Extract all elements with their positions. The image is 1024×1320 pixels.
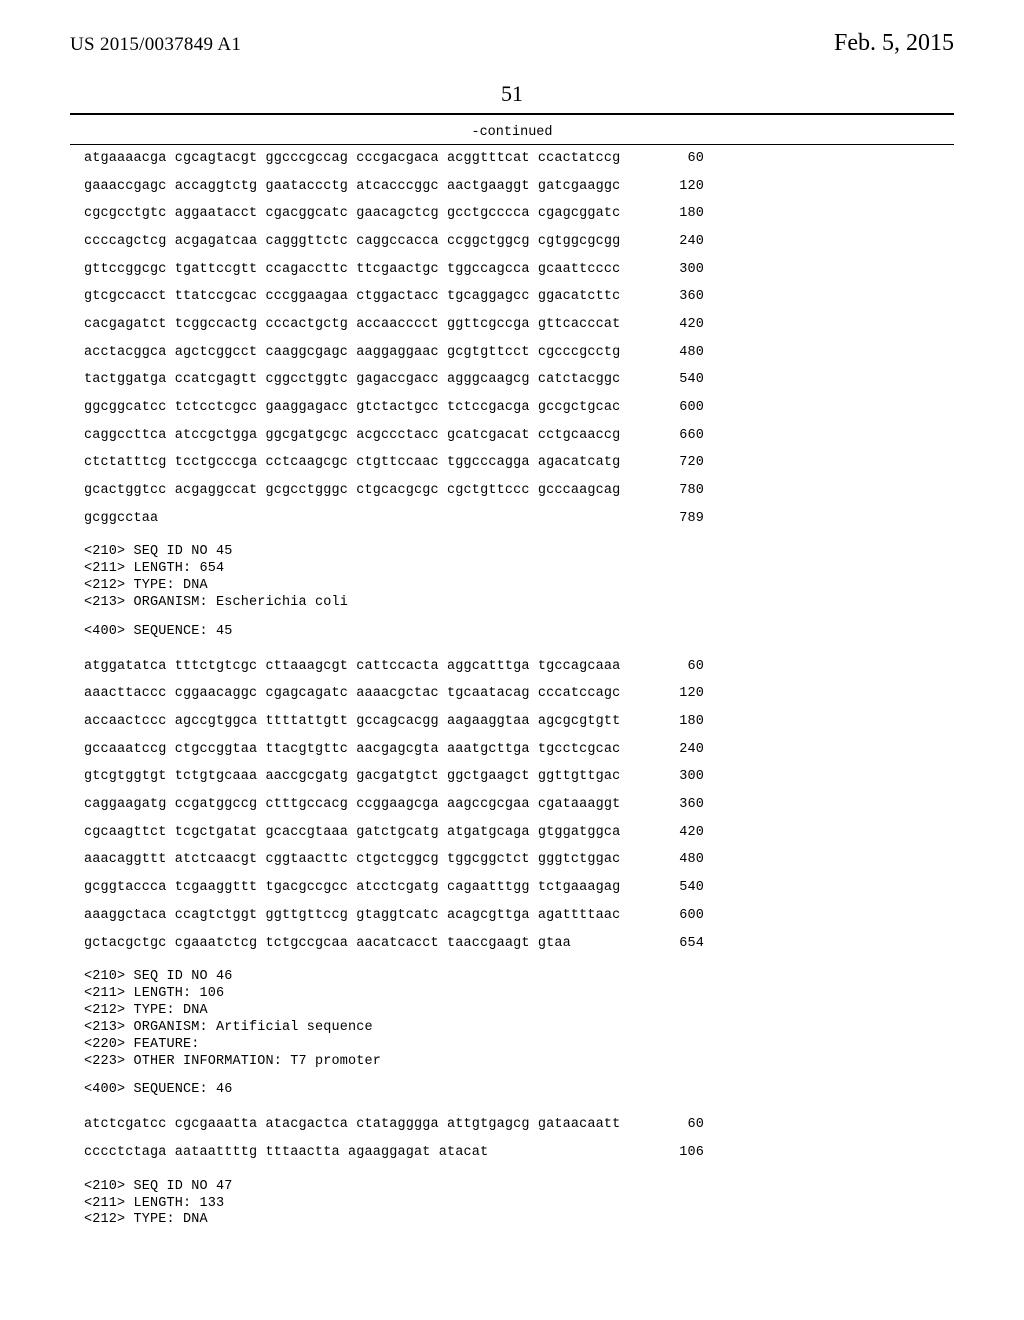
sequence-line: gtcgccacct ttatccgcac cccggaagaa ctggact… — [84, 283, 954, 311]
meta-block-46: <210> SEQ ID NO 46 <211> LENGTH: 106 <21… — [84, 969, 954, 1070]
sequence-position: 780 — [644, 477, 704, 505]
sequence-label-45: <400> SEQUENCE: 45 — [84, 624, 954, 641]
sequence-line: gcggcctaa789 — [84, 505, 954, 533]
sequence-line: gcactggtcc acgaggccat gcgcctgggc ctgcacg… — [84, 477, 954, 505]
sequence-position: 660 — [644, 422, 704, 450]
sequence-position: 720 — [644, 449, 704, 477]
sequence-position: 60 — [644, 1111, 704, 1139]
sequence-line: ccccagctcg acgagatcaa cagggttctc caggcca… — [84, 228, 954, 256]
sequence-text: ccccagctcg acgagatcaa cagggttctc caggcca… — [84, 228, 644, 256]
sequence-text: accaactccc agccgtggca ttttattgtt gccagca… — [84, 708, 644, 736]
sequence-position: 120 — [644, 173, 704, 201]
sequence-line: aaacaggttt atctcaacgt cggtaacttc ctgctcg… — [84, 846, 954, 874]
sequence-line: atgaaaacga cgcagtacgt ggcccgccag cccgacg… — [84, 145, 954, 173]
page: US 2015/0037849 A1 Feb. 5, 2015 51 -cont… — [0, 0, 1024, 1281]
sequence-line: aaacttaccc cggaacaggc cgagcagatc aaaacgc… — [84, 680, 954, 708]
sequence-text: ctctatttcg tcctgcccga cctcaagcgc ctgttcc… — [84, 449, 644, 477]
sequence-position: 600 — [644, 902, 704, 930]
sequence-text: gccaaatccg ctgccggtaa ttacgtgttc aacgagc… — [84, 736, 644, 764]
sequence-block-b: atggatatca tttctgtcgc cttaaagcgt cattcca… — [84, 653, 954, 957]
sequence-line: ctctatttcg tcctgcccga cctcaagcgc ctgttcc… — [84, 449, 954, 477]
sequence-position: 60 — [644, 653, 704, 681]
sequence-position: 600 — [644, 394, 704, 422]
meta-block-47: <210> SEQ ID NO 47 <211> LENGTH: 133 <21… — [84, 1179, 954, 1230]
meta-block-45: <210> SEQ ID NO 45 <211> LENGTH: 654 <21… — [84, 544, 954, 612]
sequence-line: gcggtaccca tcgaaggttt tgacgccgcc atcctcg… — [84, 874, 954, 902]
sequence-text: gttccggcgc tgattccgtt ccagaccttc ttcgaac… — [84, 256, 644, 284]
header-row: US 2015/0037849 A1 Feb. 5, 2015 — [70, 30, 954, 57]
sequence-text: gaaaccgagc accaggtctg gaataccctg atcaccc… — [84, 173, 644, 201]
sequence-text: cgcaagttct tcgctgatat gcaccgtaaa gatctgc… — [84, 819, 644, 847]
sequence-position: 420 — [644, 819, 704, 847]
sequence-text: cacgagatct tcggccactg cccactgctg accaacc… — [84, 311, 644, 339]
continued-label: -continued — [70, 125, 954, 140]
sequence-block-c: atctcgatcc cgcgaaatta atacgactca ctatagg… — [84, 1111, 954, 1166]
sequence-position: 300 — [644, 256, 704, 284]
sequence-text: caggccttca atccgctgga ggcgatgcgc acgccct… — [84, 422, 644, 450]
page-number: 51 — [70, 81, 954, 107]
sequence-text: cccctctaga aataattttg tttaactta agaaggag… — [84, 1139, 644, 1167]
sequence-line: gaaaccgagc accaggtctg gaataccctg atcaccc… — [84, 173, 954, 201]
sequence-line: aaaggctaca ccagtctggt ggttgttccg gtaggtc… — [84, 902, 954, 930]
sequence-line: accaactccc agccgtggca ttttattgtt gccagca… — [84, 708, 954, 736]
sequence-line: gttccggcgc tgattccgtt ccagaccttc ttcgaac… — [84, 256, 954, 284]
sequence-line: cccctctaga aataattttg tttaactta agaaggag… — [84, 1139, 954, 1167]
sequence-label-46: <400> SEQUENCE: 46 — [84, 1082, 954, 1099]
sequence-text: gcactggtcc acgaggccat gcgcctgggc ctgcacg… — [84, 477, 644, 505]
publication-date: Feb. 5, 2015 — [834, 30, 954, 57]
sequence-position: 480 — [644, 846, 704, 874]
sequence-position: 240 — [644, 736, 704, 764]
sequence-line: atggatatca tttctgtcgc cttaaagcgt cattcca… — [84, 653, 954, 681]
sequence-line: gtcgtggtgt tctgtgcaaa aaccgcgatg gacgatg… — [84, 763, 954, 791]
sequence-position: 654 — [644, 930, 704, 958]
sequence-line: tactggatga ccatcgagtt cggcctggtc gagaccg… — [84, 366, 954, 394]
sequence-text: gtcgccacct ttatccgcac cccggaagaa ctggact… — [84, 283, 644, 311]
sequence-text: aaacttaccc cggaacaggc cgagcagatc aaaacgc… — [84, 680, 644, 708]
sequence-text: gctacgctgc cgaaatctcg tctgccgcaa aacatca… — [84, 930, 644, 958]
rule-top — [70, 113, 954, 115]
sequence-position: 180 — [644, 200, 704, 228]
patent-number: US 2015/0037849 A1 — [70, 34, 241, 56]
sequence-text: gtcgtggtgt tctgtgcaaa aaccgcgatg gacgatg… — [84, 763, 644, 791]
sequence-text: atggatatca tttctgtcgc cttaaagcgt cattcca… — [84, 653, 644, 681]
sequence-line: gctacgctgc cgaaatctcg tctgccgcaa aacatca… — [84, 930, 954, 958]
sequence-position: 480 — [644, 339, 704, 367]
sequence-text: aaacaggttt atctcaacgt cggtaacttc ctgctcg… — [84, 846, 644, 874]
sequence-line: atctcgatcc cgcgaaatta atacgactca ctatagg… — [84, 1111, 954, 1139]
sequence-block-a: atgaaaacga cgcagtacgt ggcccgccag cccgacg… — [84, 145, 954, 532]
sequence-text: caggaagatg ccgatggccg ctttgccacg ccggaag… — [84, 791, 644, 819]
sequence-text: tactggatga ccatcgagtt cggcctggtc gagaccg… — [84, 366, 644, 394]
sequence-text: atgaaaacga cgcagtacgt ggcccgccag cccgacg… — [84, 145, 644, 173]
sequence-text: aaaggctaca ccagtctggt ggttgttccg gtaggtc… — [84, 902, 644, 930]
sequence-line: acctacggca agctcggcct caaggcgagc aaggagg… — [84, 339, 954, 367]
sequence-text: cgcgcctgtc aggaatacct cgacggcatc gaacagc… — [84, 200, 644, 228]
sequence-line: cacgagatct tcggccactg cccactgctg accaacc… — [84, 311, 954, 339]
sequence-position: 420 — [644, 311, 704, 339]
sequence-position: 540 — [644, 366, 704, 394]
sequence-position: 120 — [644, 680, 704, 708]
sequence-text: acctacggca agctcggcct caaggcgagc aaggagg… — [84, 339, 644, 367]
sequence-line: gccaaatccg ctgccggtaa ttacgtgttc aacgagc… — [84, 736, 954, 764]
sequence-line: cgcaagttct tcgctgatat gcaccgtaaa gatctgc… — [84, 819, 954, 847]
sequence-position: 360 — [644, 791, 704, 819]
sequence-position: 300 — [644, 763, 704, 791]
sequence-position: 180 — [644, 708, 704, 736]
sequence-line: cgcgcctgtc aggaatacct cgacggcatc gaacagc… — [84, 200, 954, 228]
sequence-position: 540 — [644, 874, 704, 902]
sequence-position: 360 — [644, 283, 704, 311]
sequence-text: atctcgatcc cgcgaaatta atacgactca ctatagg… — [84, 1111, 644, 1139]
sequence-position: 240 — [644, 228, 704, 256]
sequence-line: ggcggcatcc tctcctcgcc gaaggagacc gtctact… — [84, 394, 954, 422]
sequence-text: gcggcctaa — [84, 505, 644, 533]
sequence-text: gcggtaccca tcgaaggttt tgacgccgcc atcctcg… — [84, 874, 644, 902]
sequence-position: 789 — [644, 505, 704, 533]
sequence-text: ggcggcatcc tctcctcgcc gaaggagacc gtctact… — [84, 394, 644, 422]
sequence-line: caggccttca atccgctgga ggcgatgcgc acgccct… — [84, 422, 954, 450]
sequence-position: 60 — [644, 145, 704, 173]
sequence-position: 106 — [644, 1139, 704, 1167]
sequence-line: caggaagatg ccgatggccg ctttgccacg ccggaag… — [84, 791, 954, 819]
